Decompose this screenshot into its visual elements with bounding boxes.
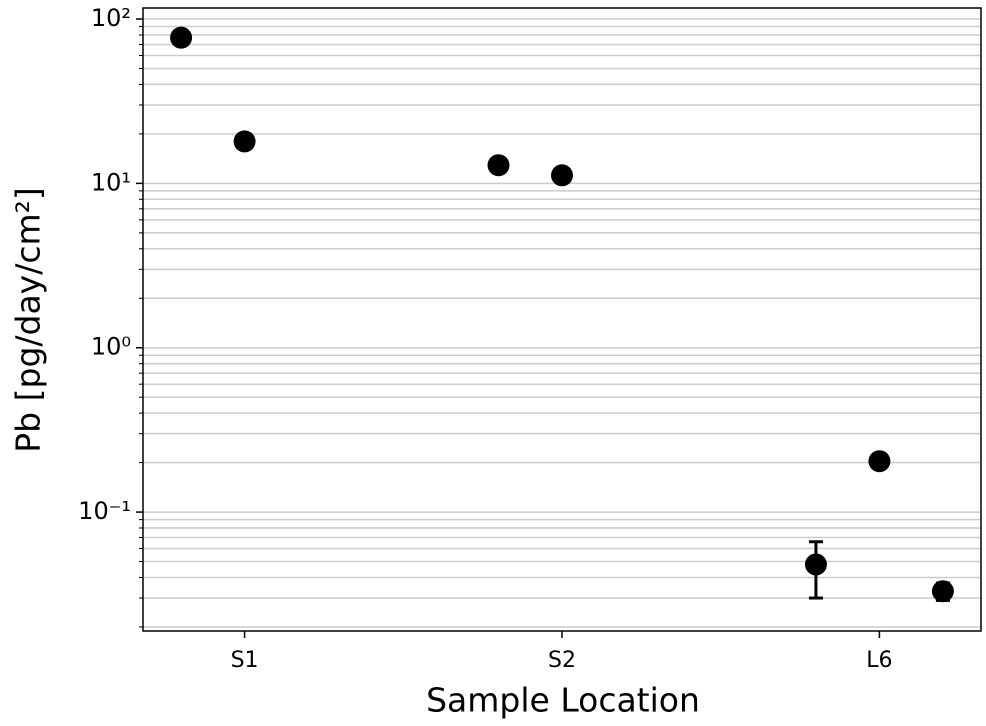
y-tick-label: 10² <box>91 4 131 32</box>
y-tick-label: 10¹ <box>91 168 131 196</box>
y-tick-label: 10⁰ <box>91 333 131 361</box>
point <box>170 26 193 49</box>
x-tick-label: S1 <box>231 648 259 673</box>
x-tick-label: L6 <box>866 648 892 673</box>
x-axis-label: Sample Location <box>426 681 700 720</box>
point <box>487 154 510 177</box>
x-tick-label: S2 <box>548 648 576 673</box>
y-tick-label: 10⁻¹ <box>78 497 131 525</box>
point <box>931 580 954 603</box>
point <box>551 164 573 187</box>
point <box>868 450 891 473</box>
point <box>233 130 256 153</box>
y-axis-label: Pb [pg/day/cm²] <box>9 187 48 452</box>
point <box>804 553 827 576</box>
plot-frame <box>142 7 982 632</box>
